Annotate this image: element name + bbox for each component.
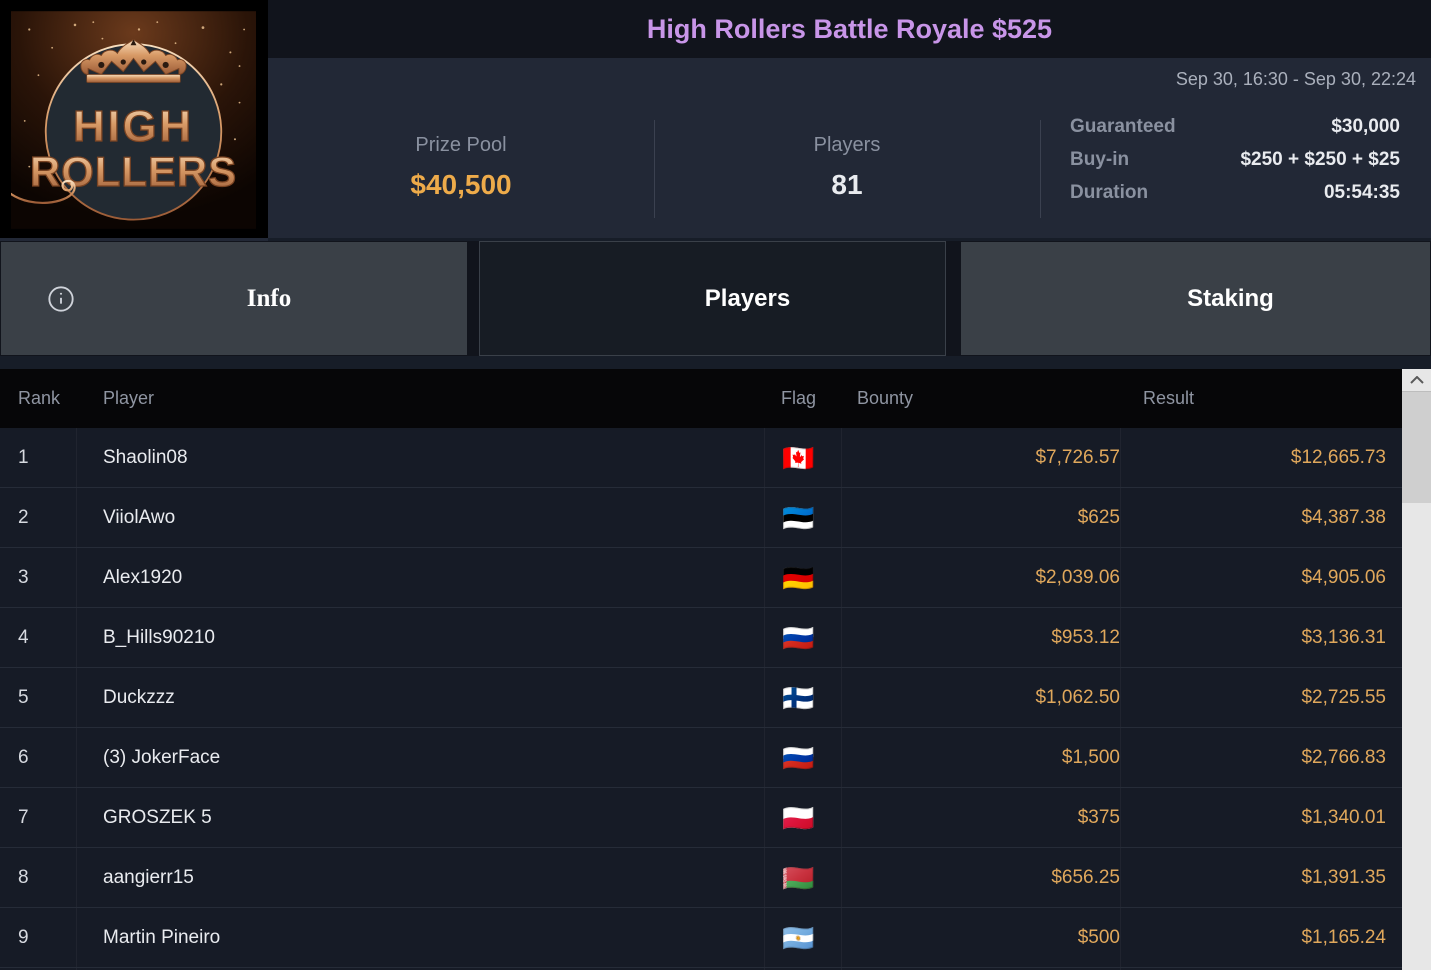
svg-text:HIGH: HIGH	[73, 102, 194, 151]
svg-text:ROLLERS: ROLLERS	[30, 148, 237, 195]
